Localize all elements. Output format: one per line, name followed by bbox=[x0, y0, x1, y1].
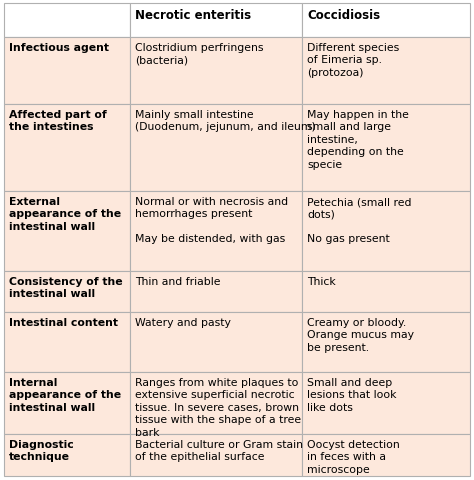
Text: Watery and pasty: Watery and pasty bbox=[135, 317, 231, 327]
Bar bbox=[302, 4, 470, 38]
Bar bbox=[4, 4, 130, 38]
Text: Ranges from white plaques to
extensive superficial necrotic
tissue. In severe ca: Ranges from white plaques to extensive s… bbox=[135, 377, 301, 437]
Bar bbox=[130, 192, 302, 271]
Bar bbox=[130, 271, 302, 312]
Bar bbox=[4, 434, 130, 476]
Bar bbox=[130, 312, 302, 372]
Text: May happen in the
small and large
intestine,
depending on the
specie: May happen in the small and large intest… bbox=[307, 110, 409, 169]
Bar bbox=[130, 105, 302, 192]
Text: Creamy or bloody.
Orange mucus may
be present.: Creamy or bloody. Orange mucus may be pr… bbox=[307, 317, 414, 352]
Bar bbox=[4, 38, 130, 105]
Bar bbox=[302, 312, 470, 372]
Bar bbox=[302, 372, 470, 434]
Text: Thin and friable: Thin and friable bbox=[135, 276, 220, 287]
Bar bbox=[130, 372, 302, 434]
Text: Different species
of Eimeria sp.
(protozoa): Different species of Eimeria sp. (protoz… bbox=[307, 43, 399, 78]
Text: Consistency of the
intestinal wall: Consistency of the intestinal wall bbox=[9, 276, 123, 299]
Text: Mainly small intestine
(Duodenum, jejunum, and ileum): Mainly small intestine (Duodenum, jejunu… bbox=[135, 110, 316, 132]
Bar bbox=[4, 192, 130, 271]
Text: Coccidiosis: Coccidiosis bbox=[307, 9, 380, 22]
Text: Affected part of
the intestines: Affected part of the intestines bbox=[9, 110, 107, 132]
Bar bbox=[302, 38, 470, 105]
Text: Necrotic enteritis: Necrotic enteritis bbox=[135, 9, 251, 22]
Text: Internal
appearance of the
intestinal wall: Internal appearance of the intestinal wa… bbox=[9, 377, 121, 412]
Text: External
appearance of the
intestinal wall: External appearance of the intestinal wa… bbox=[9, 197, 121, 231]
Text: Bacterial culture or Gram stain
of the epithelial surface: Bacterial culture or Gram stain of the e… bbox=[135, 439, 303, 461]
Text: Infectious agent: Infectious agent bbox=[9, 43, 109, 53]
Bar bbox=[302, 271, 470, 312]
Text: Oocyst detection
in feces with a
microscope: Oocyst detection in feces with a microsc… bbox=[307, 439, 400, 474]
Text: Clostridium perfringens
(bacteria): Clostridium perfringens (bacteria) bbox=[135, 43, 264, 65]
Bar bbox=[302, 192, 470, 271]
Bar bbox=[130, 4, 302, 38]
Bar bbox=[4, 372, 130, 434]
Bar bbox=[4, 105, 130, 192]
Bar bbox=[130, 38, 302, 105]
Bar bbox=[4, 271, 130, 312]
Text: Thick: Thick bbox=[307, 276, 336, 287]
Text: Intestinal content: Intestinal content bbox=[9, 317, 118, 327]
Bar bbox=[130, 434, 302, 476]
Bar bbox=[4, 312, 130, 372]
Bar bbox=[302, 434, 470, 476]
Text: Normal or with necrosis and
hemorrhages present

May be distended, with gas: Normal or with necrosis and hemorrhages … bbox=[135, 197, 288, 244]
Text: Small and deep
lesions that look
like dots: Small and deep lesions that look like do… bbox=[307, 377, 396, 412]
Text: Petechia (small red
dots)

No gas present: Petechia (small red dots) No gas present bbox=[307, 197, 411, 244]
Bar bbox=[302, 105, 470, 192]
Text: Diagnostic
technique: Diagnostic technique bbox=[9, 439, 74, 461]
